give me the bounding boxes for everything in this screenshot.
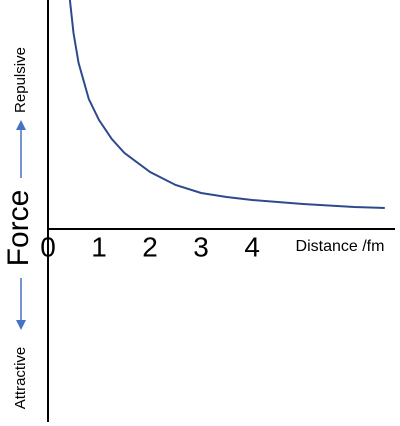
x-tick-label: 2 [142,231,158,262]
x-tick-label: 3 [193,231,209,262]
x-tick-label: 0 [40,231,56,262]
arrow-head [16,120,26,130]
x-axis-label: Distance /fm [296,238,385,255]
arrow-head [16,320,26,330]
x-tick-label: 4 [244,231,260,262]
annotation: Repulsive [12,47,29,113]
y-axis-label: Force [2,190,35,267]
curve [68,0,385,209]
annotation: Attractive [12,347,29,410]
x-tick-label: 1 [91,231,107,262]
